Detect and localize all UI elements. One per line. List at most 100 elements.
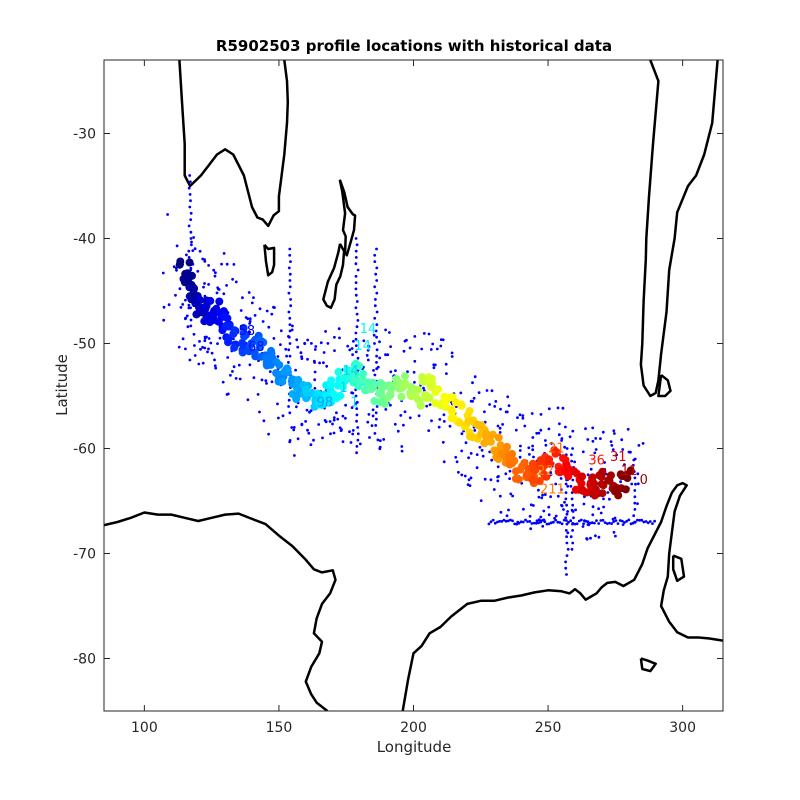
historical-point	[350, 406, 354, 409]
coastline	[639, 657, 657, 673]
historical-point	[591, 513, 595, 517]
historical-point	[540, 496, 544, 500]
historical-point	[498, 494, 502, 498]
historical-point	[620, 519, 624, 523]
historical-point	[541, 518, 545, 522]
historical-point	[625, 519, 629, 523]
historical-point	[515, 522, 519, 526]
historical-point	[187, 303, 191, 307]
historical-point	[566, 547, 570, 551]
historical-point	[490, 458, 494, 462]
historical-point	[584, 427, 587, 431]
historical-point	[420, 347, 424, 351]
historical-point	[402, 423, 405, 427]
historical-point	[374, 298, 377, 301]
historical-point	[634, 482, 637, 486]
profile-point	[241, 330, 250, 339]
profile-point	[275, 361, 284, 369]
historical-point	[633, 520, 637, 524]
historical-point	[288, 316, 292, 320]
historical-point	[399, 414, 403, 417]
historical-point	[209, 341, 213, 345]
historical-point	[493, 521, 497, 525]
historical-point	[270, 312, 274, 316]
historical-point	[268, 370, 272, 373]
historical-point	[356, 432, 360, 436]
historical-point	[193, 247, 197, 251]
historical-point	[289, 304, 293, 308]
historical-point	[427, 332, 431, 336]
historical-point	[265, 382, 268, 385]
historical-point	[406, 370, 409, 374]
historical-point	[344, 416, 347, 420]
historical-point	[491, 518, 495, 522]
historical-point	[216, 286, 220, 290]
historical-point	[355, 312, 359, 316]
historical-point	[354, 331, 358, 335]
historical-point	[295, 405, 298, 409]
historical-point	[481, 454, 485, 458]
profile-point	[407, 383, 416, 391]
historical-point	[627, 518, 631, 522]
profile-point	[302, 388, 311, 397]
historical-point	[492, 488, 496, 491]
historical-point	[291, 324, 294, 328]
historical-point	[588, 521, 592, 525]
historical-point	[580, 518, 583, 522]
historical-point	[593, 521, 596, 525]
historical-point	[460, 432, 464, 436]
profile-point	[528, 459, 537, 468]
historical-point	[549, 521, 553, 525]
historical-point	[248, 363, 252, 367]
historical-point	[586, 473, 590, 477]
historical-point	[448, 424, 452, 428]
historical-point	[585, 537, 588, 540]
historical-point	[565, 447, 569, 450]
historical-point	[509, 492, 513, 496]
historical-point	[189, 180, 192, 184]
historical-point	[378, 356, 382, 360]
historical-point	[189, 318, 193, 322]
historical-point	[529, 503, 533, 507]
historical-point	[256, 393, 260, 396]
historical-point	[288, 342, 292, 345]
profile-label: 68	[248, 340, 265, 355]
historical-point	[331, 422, 334, 426]
historical-point	[562, 508, 565, 511]
historical-point	[354, 274, 358, 278]
historical-point	[192, 332, 196, 336]
historical-point	[366, 420, 370, 424]
y-tick-label: -40	[73, 232, 96, 248]
historical-point	[371, 408, 375, 412]
profile-point	[416, 401, 425, 410]
historical-point	[581, 525, 585, 528]
historical-point	[509, 518, 512, 522]
historical-point	[279, 343, 282, 346]
historical-point	[388, 331, 391, 334]
profile-point	[613, 485, 622, 494]
historical-point	[352, 339, 355, 343]
historical-point	[341, 440, 345, 443]
historical-point	[608, 521, 611, 525]
historical-point	[637, 444, 641, 447]
profile-label: 14	[354, 339, 371, 354]
historical-point	[651, 522, 654, 525]
historical-point	[528, 453, 531, 456]
historical-point	[554, 482, 558, 486]
profile-point	[451, 398, 460, 407]
historical-point	[181, 303, 185, 306]
historical-point	[287, 266, 291, 270]
historical-point	[189, 211, 193, 215]
profile-point	[332, 394, 341, 403]
profile-point	[570, 467, 578, 476]
historical-point	[375, 348, 379, 352]
historical-point	[384, 353, 387, 357]
profile-point	[425, 377, 433, 386]
historical-point	[287, 398, 291, 402]
historical-point	[518, 449, 522, 452]
historical-point	[295, 338, 299, 342]
historical-point	[384, 408, 388, 411]
historical-point	[218, 336, 222, 340]
historical-point	[565, 573, 568, 576]
historical-point	[270, 380, 274, 384]
